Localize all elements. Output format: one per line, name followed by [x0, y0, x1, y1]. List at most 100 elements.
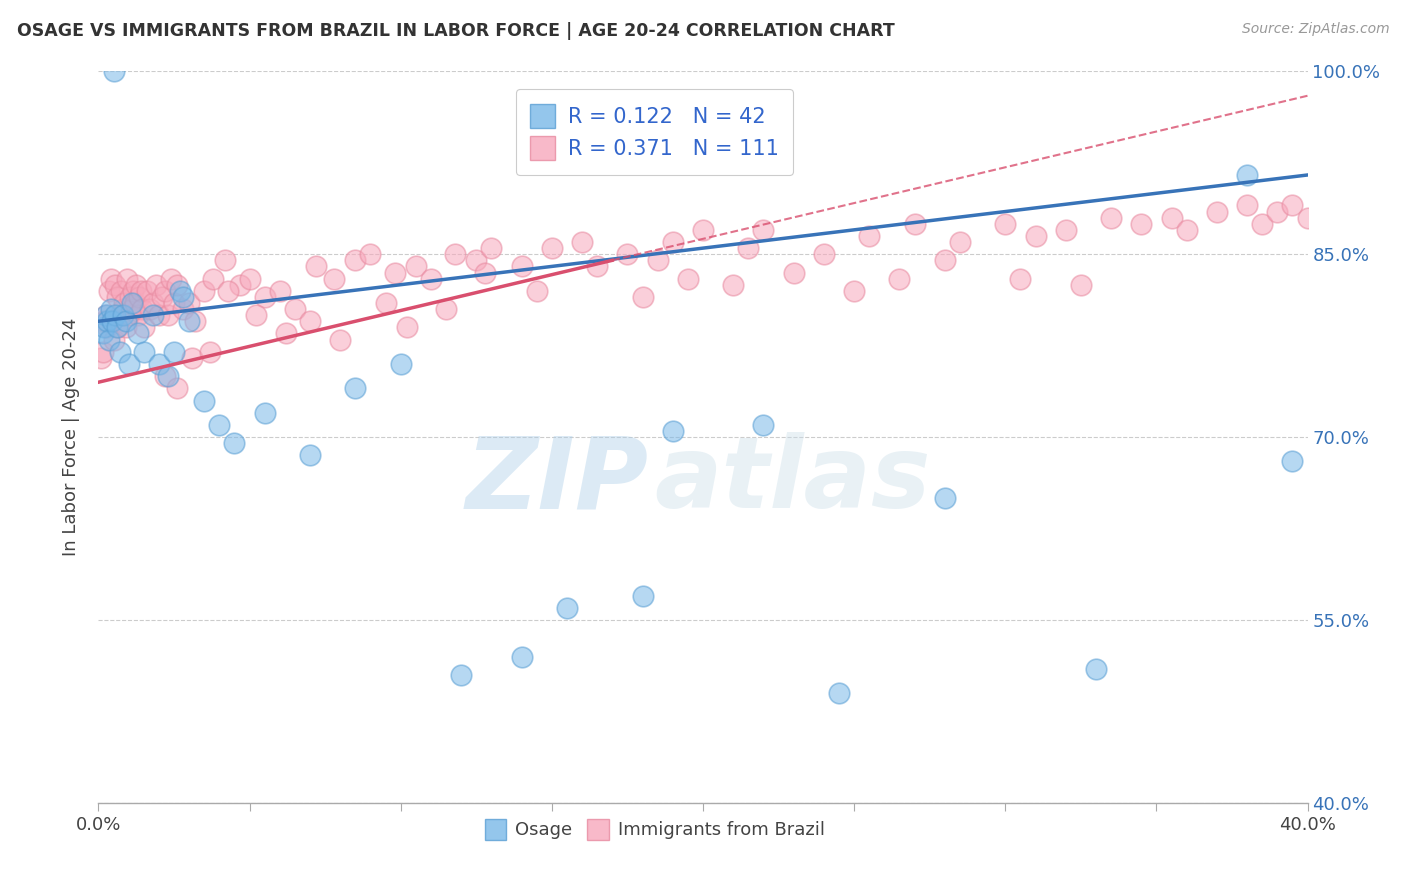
- Point: [193, 393, 215, 408]
- Point: [1281, 454, 1303, 468]
- Point: [91, 344, 114, 359]
- Point: [105, 290, 128, 304]
- Text: ZIP: ZIP: [465, 433, 648, 530]
- Point: [142, 296, 165, 310]
- Point: [510, 649, 533, 664]
- Point: [150, 290, 173, 304]
- Point: [104, 277, 127, 292]
- Point: [135, 284, 157, 298]
- Point: [101, 314, 124, 328]
- Point: [156, 369, 179, 384]
- Point: [1251, 217, 1274, 231]
- Point: [94, 308, 117, 322]
- Point: [142, 308, 165, 322]
- Point: [214, 253, 236, 268]
- Point: [1099, 211, 1122, 225]
- Point: [374, 296, 396, 310]
- Point: [934, 253, 956, 268]
- Point: [184, 314, 207, 328]
- Point: [94, 308, 117, 322]
- Point: [148, 357, 170, 371]
- Point: [586, 260, 609, 274]
- Point: [420, 271, 443, 285]
- Point: [510, 260, 533, 274]
- Point: [193, 284, 215, 298]
- Point: [103, 333, 125, 347]
- Point: [132, 320, 155, 334]
- Point: [647, 253, 669, 268]
- Point: [284, 301, 307, 317]
- Point: [481, 241, 503, 255]
- Point: [131, 301, 153, 317]
- Point: [269, 284, 291, 298]
- Text: OSAGE VS IMMIGRANTS FROM BRAZIL IN LABOR FORCE | AGE 20-24 CORRELATION CHART: OSAGE VS IMMIGRANTS FROM BRAZIL IN LABOR…: [17, 22, 894, 40]
- Point: [323, 271, 346, 285]
- Point: [692, 223, 714, 237]
- Point: [229, 277, 252, 292]
- Point: [120, 290, 142, 304]
- Point: [104, 308, 127, 322]
- Point: [904, 217, 927, 231]
- Point: [153, 369, 176, 384]
- Point: [813, 247, 835, 261]
- Point: [723, 277, 745, 292]
- Point: [450, 667, 472, 681]
- Point: [121, 296, 143, 310]
- Point: [122, 284, 145, 298]
- Point: [737, 241, 759, 255]
- Point: [828, 686, 851, 700]
- Point: [245, 308, 267, 322]
- Point: [474, 266, 496, 280]
- Point: [526, 284, 548, 298]
- Point: [108, 308, 131, 322]
- Point: [93, 314, 115, 328]
- Point: [96, 314, 118, 328]
- Point: [118, 308, 141, 322]
- Point: [631, 589, 654, 603]
- Text: Source: ZipAtlas.com: Source: ZipAtlas.com: [1241, 22, 1389, 37]
- Point: [783, 266, 806, 280]
- Point: [949, 235, 972, 249]
- Point: [98, 333, 121, 347]
- Point: [555, 600, 578, 615]
- Point: [934, 491, 956, 505]
- Point: [1085, 662, 1108, 676]
- Point: [1281, 198, 1303, 212]
- Point: [299, 314, 322, 328]
- Point: [444, 247, 467, 261]
- Point: [108, 344, 131, 359]
- Point: [360, 247, 382, 261]
- Point: [166, 381, 188, 395]
- Point: [121, 301, 143, 317]
- Point: [253, 290, 276, 304]
- Point: [169, 284, 191, 298]
- Point: [114, 320, 136, 334]
- Point: [98, 284, 121, 298]
- Point: [1024, 228, 1046, 243]
- Point: [110, 284, 132, 298]
- Point: [111, 301, 134, 317]
- Point: [571, 235, 593, 249]
- Point: [111, 308, 134, 322]
- Point: [1175, 223, 1198, 237]
- Point: [253, 406, 276, 420]
- Point: [329, 333, 352, 347]
- Point: [132, 344, 155, 359]
- Text: atlas: atlas: [655, 433, 931, 530]
- Point: [540, 241, 562, 255]
- Point: [631, 290, 654, 304]
- Point: [299, 449, 322, 463]
- Point: [465, 253, 488, 268]
- Point: [200, 344, 222, 359]
- Point: [115, 271, 138, 285]
- Point: [125, 277, 148, 292]
- Point: [128, 290, 150, 304]
- Point: [118, 357, 141, 371]
- Point: [1267, 204, 1289, 219]
- Point: [1236, 198, 1258, 212]
- Point: [752, 417, 775, 432]
- Point: [1160, 211, 1182, 225]
- Point: [179, 314, 201, 328]
- Point: [124, 296, 146, 310]
- Point: [661, 235, 683, 249]
